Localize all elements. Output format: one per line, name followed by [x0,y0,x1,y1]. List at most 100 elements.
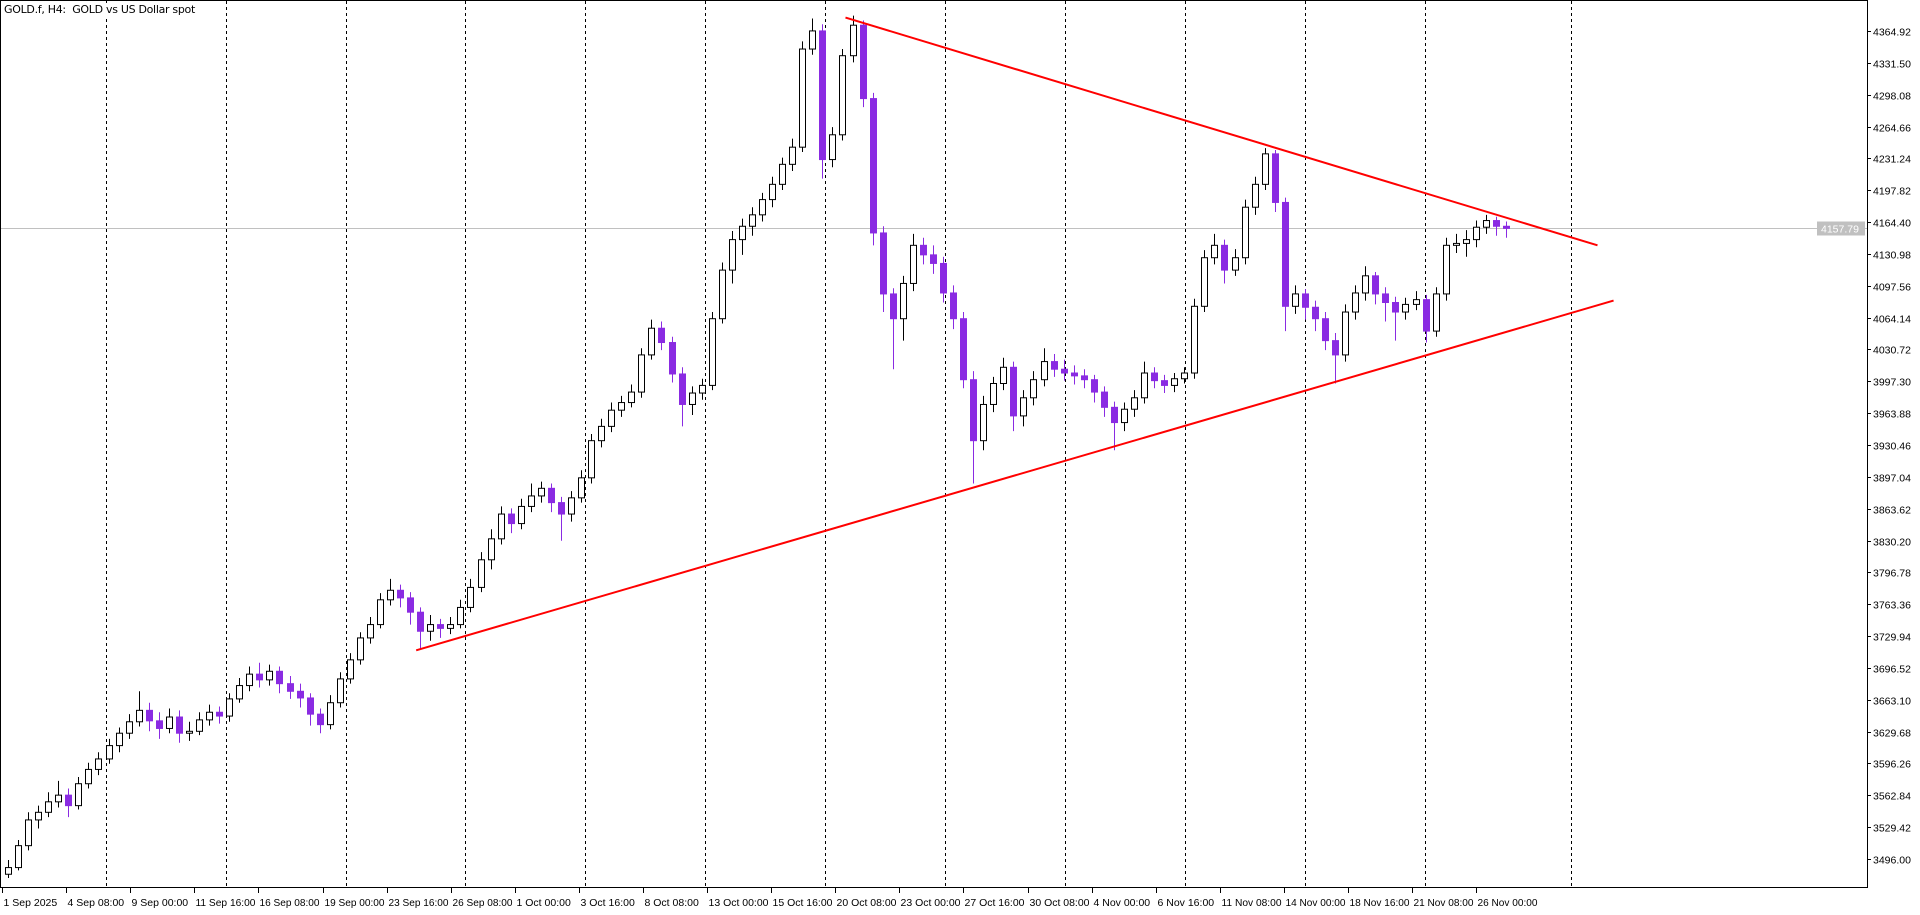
candle-body [337,678,344,704]
bullish-candle [900,275,907,341]
bullish-candle [719,262,726,324]
bearish-candle [1493,216,1500,236]
candle-body [467,586,474,608]
bearish-candle [1372,272,1379,305]
candle-body [1232,257,1239,271]
candle-body [387,589,394,601]
candle-body [1020,397,1027,417]
bullish-candle [1211,233,1218,265]
candle-body [437,624,444,629]
bearish-candle [417,607,424,650]
candle-body [85,768,92,785]
bullish-candle [337,672,344,708]
bullish-candle [1242,199,1249,265]
candle-body [65,794,72,807]
time-tick-label: 27 Oct 16:00 [965,897,1025,909]
candle-body [15,845,22,869]
candle-body [1030,379,1037,399]
candle-body [729,239,736,271]
bullish-candle [1342,304,1349,362]
candle-body [1081,375,1088,381]
bearish-candle [1423,294,1430,343]
bullish-candle [1463,230,1470,257]
bullish-candle [1201,250,1208,313]
candle-body [618,402,625,411]
candle-body [598,425,605,442]
time-axis[interactable]: 1 Sep 2025 4 Sep 08:00 9 Sep 00:00 11 Sep 1… [0,887,1867,910]
bullish-candle [1352,285,1359,320]
candle-body [578,477,585,499]
plot-frame [0,0,1868,888]
bullish-candle [1413,291,1420,311]
candle-body [417,611,424,632]
price-tick-label: 3496.00 [1873,855,1911,867]
bullish-candle [1483,214,1490,234]
bullish-candle [45,792,52,818]
candle-body [206,711,213,721]
candle-body [45,801,52,813]
candle-body [960,318,967,381]
candle-body [226,698,233,717]
bullish-candle [488,529,495,570]
price-tick-label: 3930.46 [1873,441,1911,453]
price-tick-label: 3863.62 [1873,505,1911,517]
bullish-candle [196,712,203,736]
bullish-candle [85,762,92,789]
candle-body [1181,372,1188,380]
candle-body [1352,292,1359,313]
candle-body [498,513,505,540]
price-tick-label: 3729.94 [1873,632,1911,644]
bullish-candle [206,704,213,726]
bullish-candle [357,632,364,665]
candles [5,15,1510,879]
candle-body [658,327,665,344]
candle-body [1483,220,1490,228]
price-tick-label: 4264.66 [1873,123,1911,135]
candle-body [1362,275,1369,294]
candle-body [980,403,987,442]
time-tick-label: 6 Nov 16:00 [1158,897,1215,909]
time-tick-label: 13 Oct 00:00 [709,897,769,909]
candle-body [5,867,12,875]
price-tick-label: 4064.14 [1873,314,1911,326]
candle-body [1413,299,1420,305]
trendlines[interactable] [415,16,1614,652]
bearish-candle [1503,221,1510,238]
candle-body [1503,225,1510,229]
candle-body [457,606,464,626]
candle-body [890,293,897,320]
bearish-candle [1061,359,1068,381]
bullish-candle [638,348,645,398]
candle-body [558,502,565,515]
candle-body [1322,318,1329,342]
candle-body [1302,293,1309,308]
time-tick-label: 1 Sep 2025 [4,897,58,909]
bearish-candle [679,367,686,427]
bullish-candle [246,666,253,692]
bullish-candle [769,176,776,208]
candle-body [829,134,836,161]
candle-body [1061,368,1068,374]
candle-body [809,30,816,50]
candle-body [518,505,525,525]
bullish-candle [1141,361,1148,404]
price-tick-label: 3796.78 [1873,568,1911,580]
price-axis[interactable]: 4364.92 4331.50 4298.08 4264.66 4231.24 4197.… [1867,0,1911,888]
bullish-candle [578,470,585,503]
candle-body [176,716,183,734]
bearish-candle [1322,312,1329,351]
candle-body [1010,366,1017,417]
price-tick-label: 4331.50 [1873,59,1911,71]
time-tick-label: 18 Nov 16:00 [1350,897,1410,909]
bullish-candle [598,418,605,448]
descending-resistance-trendline [845,16,1598,247]
candle-body [538,487,545,497]
candle-body [1292,293,1299,307]
time-tick-label: 4 Sep 08:00 [68,897,125,909]
candle-body [1131,397,1138,410]
bearish-candle [819,24,826,179]
candle-body [307,697,314,715]
time-tick-label: 21 Nov 08:00 [1414,897,1474,909]
bullish-candle [35,805,42,829]
